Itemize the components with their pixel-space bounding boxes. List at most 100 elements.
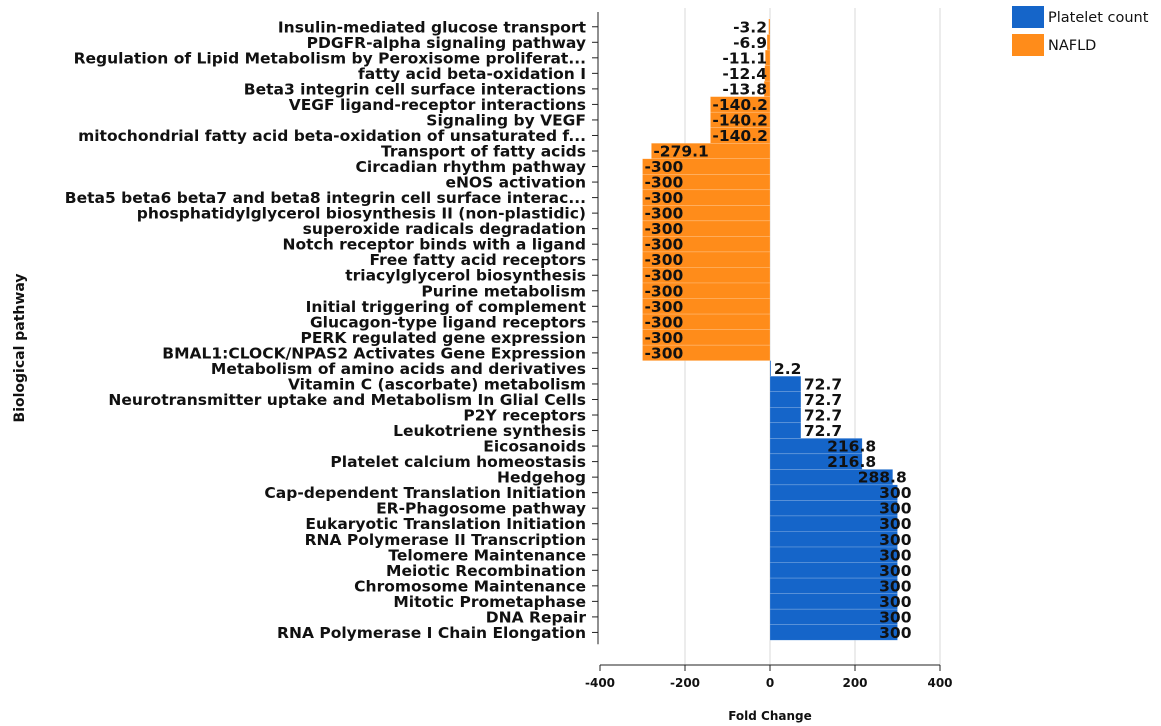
category-label: P2Y receptors (463, 407, 586, 425)
value-label: 216.8 (827, 453, 876, 471)
value-label: -140.2 (712, 111, 767, 129)
x-tick-label: 0 (766, 676, 774, 690)
category-label: fatty acid beta-oxidation I (358, 65, 586, 83)
category-label: Hedgehog (497, 469, 586, 487)
value-label: -6.9 (733, 34, 767, 52)
value-label: -300 (645, 329, 684, 347)
category-label: Transport of fatty acids (381, 143, 586, 161)
category-label: RNA Polymerase I Chain Elongation (277, 624, 586, 642)
x-axis: -400 -200 0 200 400 (585, 664, 953, 690)
legend-label-nafld: NAFLD (1048, 38, 1096, 54)
value-label: 300 (879, 515, 912, 533)
bar (769, 391, 802, 408)
category-label: Initial triggering of complement (306, 298, 587, 316)
category-label: Insulin-mediated glucose transport (278, 18, 587, 36)
value-label: -300 (645, 298, 684, 316)
category-label: PDGFR-alpha signaling pathway (307, 34, 586, 52)
x-tick-label: 200 (842, 676, 867, 690)
value-label: -300 (645, 344, 684, 362)
x-axis-title: Fold Change (728, 709, 812, 723)
category-label: Telomere Maintenance (388, 546, 586, 564)
category-label: Circadian rhythm pathway (356, 158, 586, 176)
category-label: Chromosome Maintenance (354, 577, 586, 595)
category-label: Vitamin C (ascorbate) metabolism (288, 375, 586, 393)
bar (769, 422, 802, 439)
value-label: 300 (879, 546, 912, 564)
x-tick-label: -200 (670, 676, 700, 690)
value-label: -140.2 (712, 96, 767, 114)
value-label: -13.8 (722, 80, 767, 98)
bar (769, 360, 772, 377)
bar (769, 407, 802, 424)
y-axis (592, 12, 599, 645)
legend-label-platelet-count: Platelet count (1048, 10, 1149, 26)
value-label: 300 (879, 577, 912, 595)
category-label: eNOS activation (445, 174, 586, 192)
category-label: Mitotic Prometaphase (393, 593, 586, 611)
value-label: 300 (879, 608, 912, 626)
legend: Platelet count NAFLD (1012, 6, 1149, 56)
value-label: -11.1 (722, 49, 767, 67)
category-label: Glucagon-type ligand receptors (310, 313, 586, 331)
category-label: mitochondrial fatty acid beta-oxidation … (78, 127, 586, 145)
category-label: Purine metabolism (421, 282, 586, 300)
value-label: 300 (879, 593, 912, 611)
category-labels: Insulin-mediated glucose transportPDGFR-… (65, 18, 587, 642)
value-label: -300 (645, 251, 684, 269)
category-label: Beta3 integrin cell surface interactions (244, 80, 586, 98)
value-label: -12.4 (722, 65, 767, 83)
bar (769, 375, 802, 392)
value-label: 300 (879, 500, 912, 518)
category-label: VEGF ligand-receptor interactions (289, 96, 586, 114)
value-label: -300 (645, 282, 684, 300)
category-label: Free fatty acid receptors (369, 251, 586, 269)
value-label: -300 (645, 313, 684, 331)
category-label: Cap-dependent Translation Initiation (264, 484, 586, 502)
x-tick-label: 400 (927, 676, 952, 690)
value-label: 72.7 (804, 407, 842, 425)
value-label: 2.2 (774, 360, 801, 378)
value-label: -3.2 (733, 18, 767, 36)
value-label: -300 (645, 236, 684, 254)
category-label: ER-Phagosome pathway (376, 500, 586, 518)
category-label: Eicosanoids (483, 438, 586, 456)
category-label: Notch receptor binds with a ligand (283, 236, 587, 254)
category-label: Regulation of Lipid Metabolism by Peroxi… (74, 49, 586, 67)
category-label: triacylglycerol biosynthesis (345, 267, 586, 285)
value-labels: -3.2-6.9-11.1-12.4-13.8-140.2-140.2-140.… (645, 18, 912, 642)
category-label: DNA Repair (486, 608, 587, 626)
value-label: 300 (879, 562, 912, 580)
value-label: 72.7 (804, 375, 842, 393)
value-label: -300 (645, 267, 684, 285)
bars-group (642, 18, 898, 641)
category-label: RNA Polymerase II Transcription (305, 531, 586, 549)
category-label: Neurotransmitter uptake and Metabolism I… (108, 391, 586, 409)
category-label: BMAL1:CLOCK/NPAS2 Activates Gene Express… (162, 344, 586, 362)
bar (766, 34, 771, 51)
legend-swatch-nafld (1012, 34, 1044, 56)
x-tick-label: -400 (585, 676, 615, 690)
category-label: Eukaryotic Translation Initiation (305, 515, 586, 533)
bar (769, 624, 898, 641)
category-label: phosphatidylglycerol biosynthesis II (no… (137, 205, 586, 223)
value-label: 300 (879, 624, 912, 642)
legend-swatch-platelet-count (1012, 6, 1044, 28)
category-label: Beta5 beta6 beta7 and beta8 integrin cel… (65, 189, 586, 207)
value-label: 288.8 (858, 469, 907, 487)
value-label: 216.8 (827, 438, 876, 456)
y-axis-title: Biological pathway (12, 274, 28, 423)
value-label: 300 (879, 484, 912, 502)
value-label: -300 (645, 189, 684, 207)
category-label: Meiotic Recombination (386, 562, 586, 580)
category-label: PERK regulated gene expression (300, 329, 586, 347)
value-label: -300 (645, 158, 684, 176)
value-label: -279.1 (653, 143, 708, 161)
category-label: Leukotriene synthesis (393, 422, 586, 440)
value-label: 300 (879, 531, 912, 549)
value-label: 72.7 (804, 391, 842, 409)
category-label: Metabolism of amino acids and derivative… (211, 360, 586, 378)
bar (642, 344, 771, 361)
category-label: superoxide radicals degradation (303, 220, 586, 238)
category-label: Signaling by VEGF (426, 111, 586, 129)
